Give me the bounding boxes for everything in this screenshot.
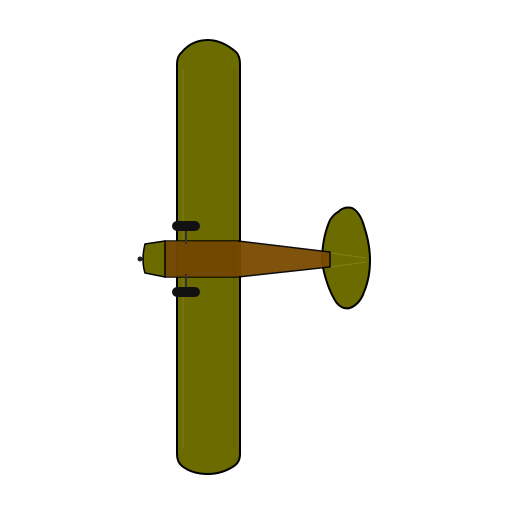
landing-gear <box>172 221 200 297</box>
propeller-hub-icon <box>137 256 143 262</box>
fuselage <box>149 240 331 278</box>
right-wheel-icon <box>172 287 200 297</box>
tail-stabilizer <box>320 206 372 310</box>
engine-nose <box>137 240 166 278</box>
left-wheel-icon <box>172 221 200 231</box>
